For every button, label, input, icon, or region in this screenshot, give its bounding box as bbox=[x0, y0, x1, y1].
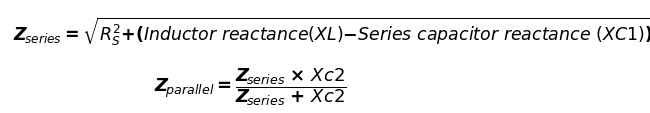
Text: $\boldsymbol{Z}_{\!\boldsymbol{\mathit{series}}} \boldsymbol{=} \sqrt{\boldsymbo: $\boldsymbol{Z}_{\!\boldsymbol{\mathit{s… bbox=[13, 15, 650, 47]
Text: $\boldsymbol{Z}_{\!\boldsymbol{\mathit{parallel}}} \boldsymbol{=} \dfrac{\boldsy: $\boldsymbol{Z}_{\!\boldsymbol{\mathit{p… bbox=[154, 66, 346, 107]
